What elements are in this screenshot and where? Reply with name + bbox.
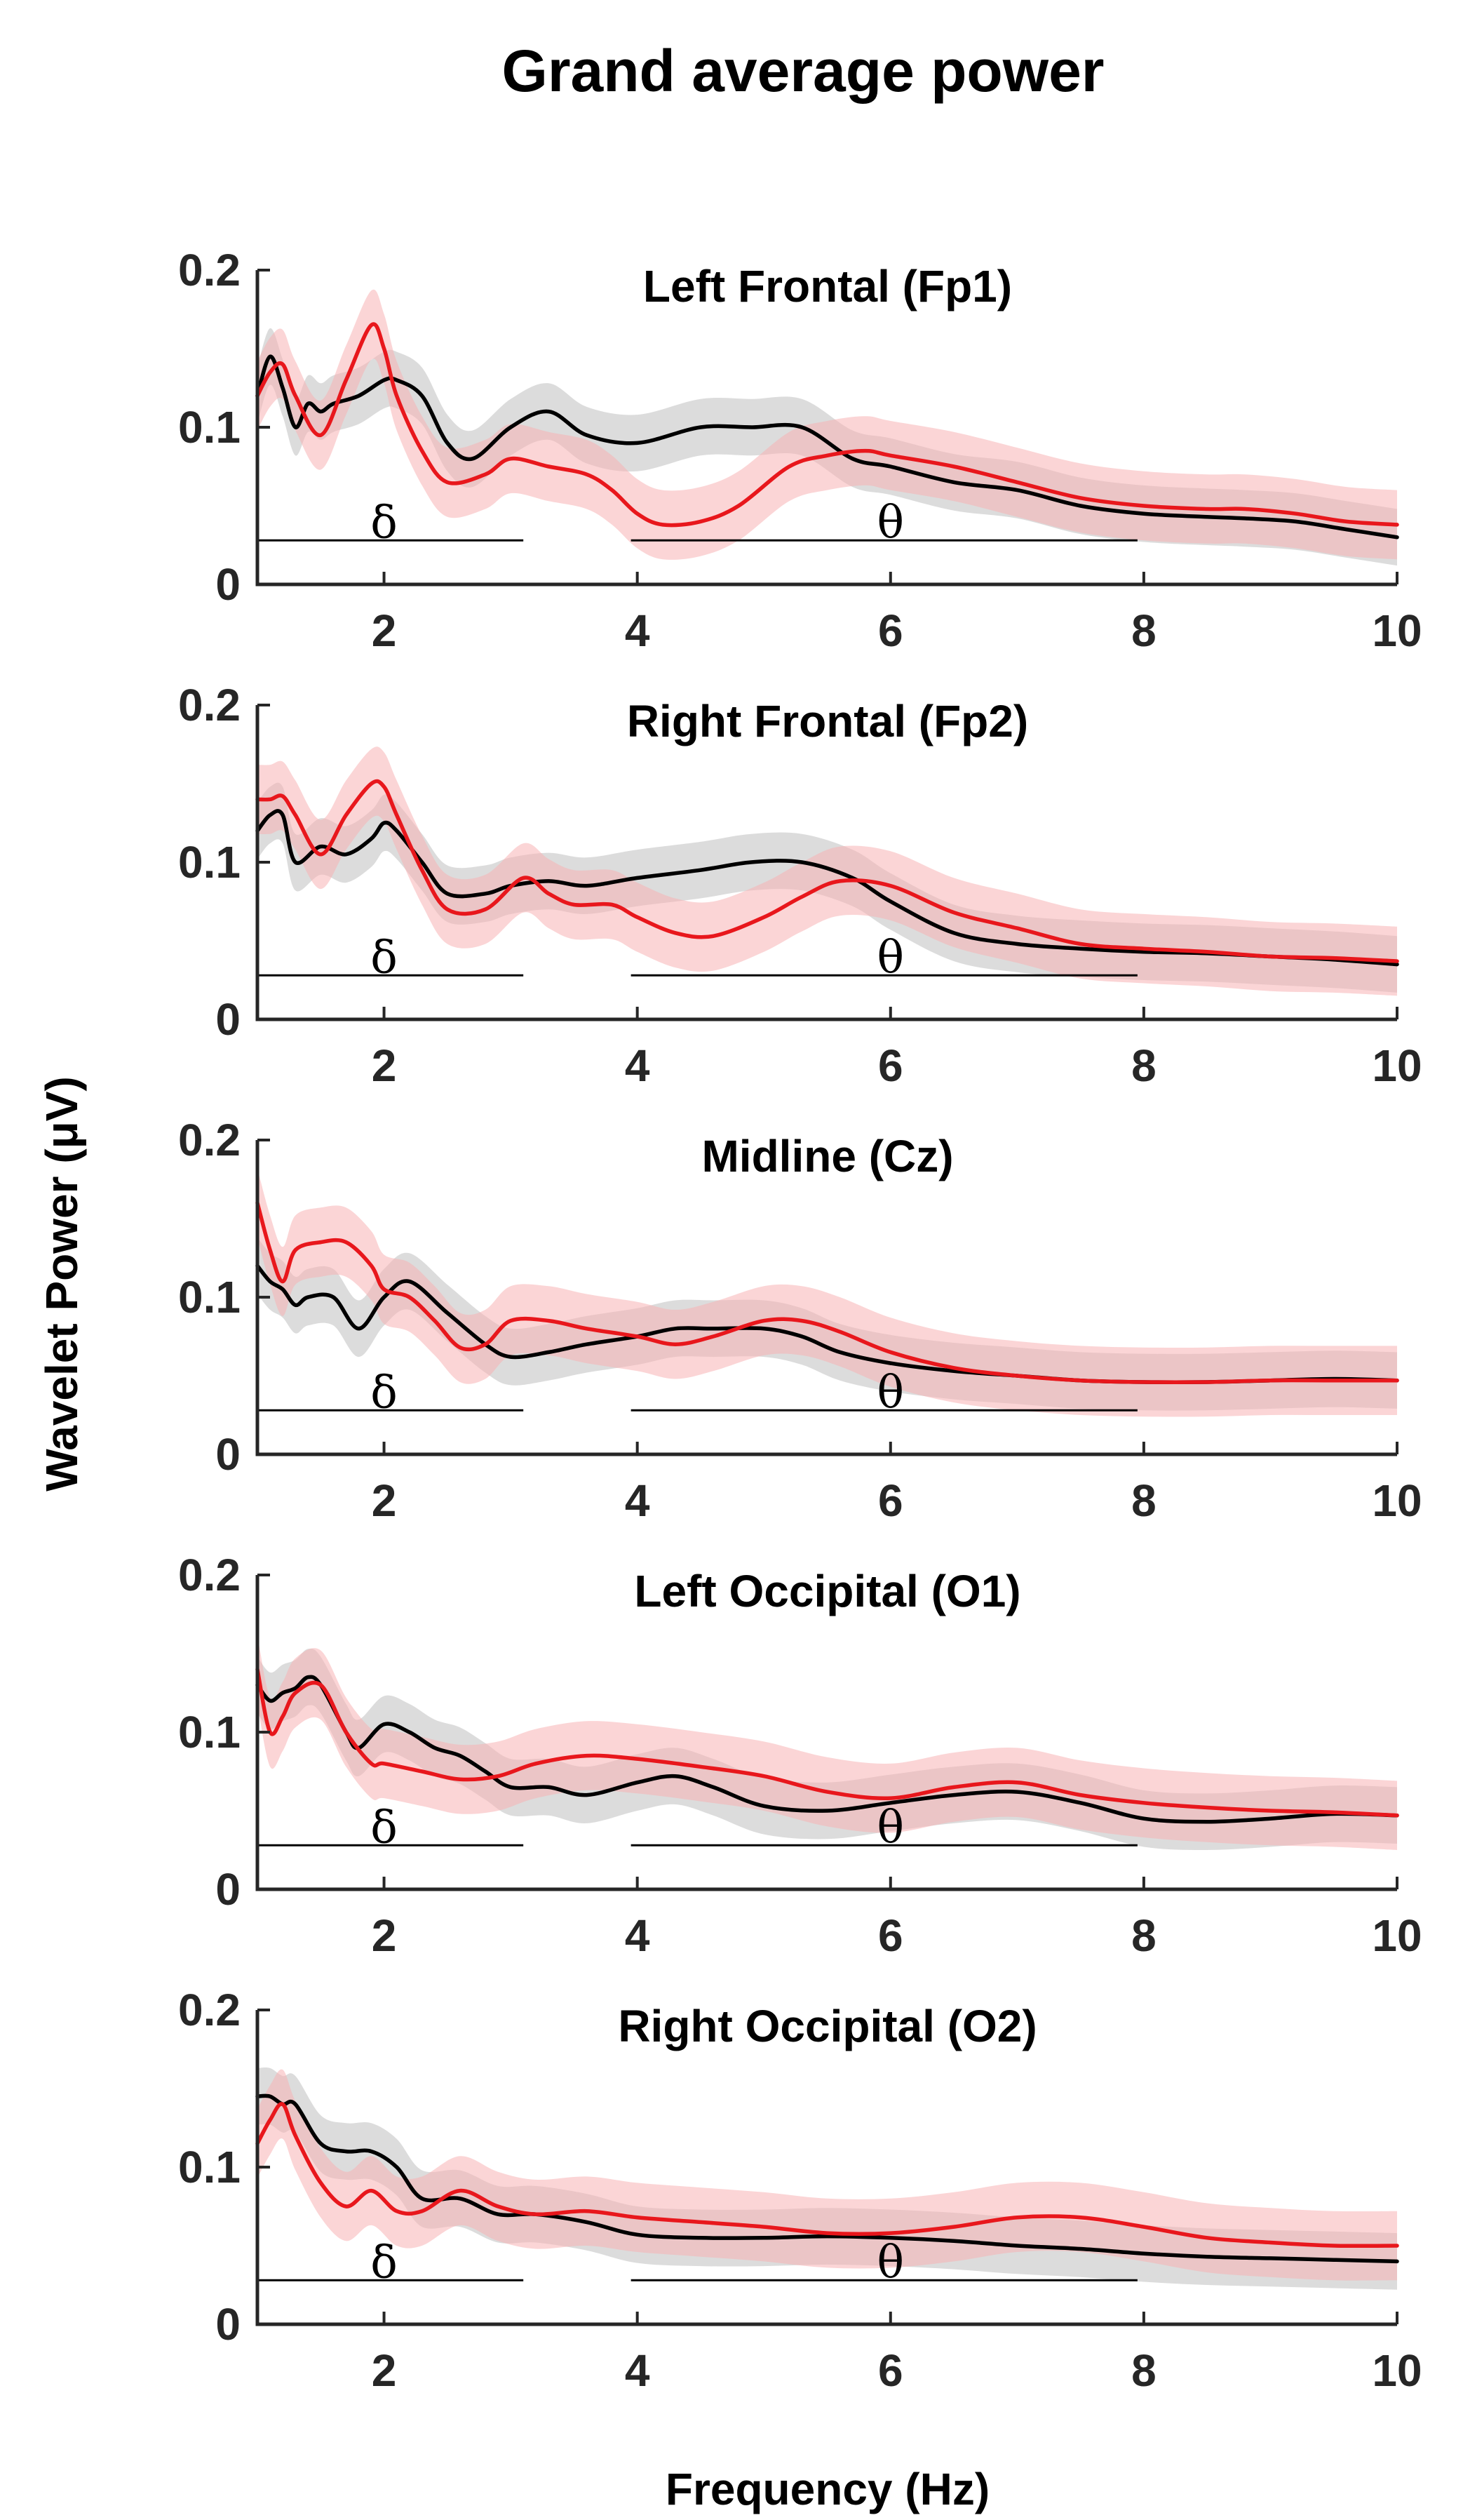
chart-title: Grand average power	[502, 38, 1105, 104]
y-tick-label: 0.1	[178, 837, 241, 887]
panel: δ θ 0 0.1 0.2 2 4 6 8 10 Left Occipital (O1)	[178, 1550, 1422, 1961]
red-sem-band	[257, 2069, 1397, 2281]
x-tick-label: 10	[1372, 1040, 1422, 1091]
red-sem-band	[257, 746, 1397, 996]
panels: δ θ 0 0.1 0.2 2 4 6 8 10 Left Frontal (Fp1) δ θ 0 0.1 0…	[178, 245, 1422, 2396]
band-label: θ	[877, 1367, 905, 1419]
y-tick-label: 0.2	[178, 680, 241, 730]
y-tick-label: 0	[215, 1864, 241, 1915]
black-series-line	[255, 809, 1399, 967]
x-tick-label: 4	[625, 1040, 650, 1091]
x-tick-label: 6	[878, 1475, 903, 1526]
x-tick-label: 2	[372, 1910, 397, 1961]
x-tick-label: 6	[878, 1040, 903, 1091]
red-sem-band	[257, 289, 1397, 560]
x-tick-label: 2	[372, 605, 397, 656]
x-tick-label: 10	[1372, 605, 1422, 656]
y-tick-label: 0	[215, 2299, 241, 2350]
panel-title: Left Occipital (O1)	[634, 1566, 1020, 1616]
y-tick-label: 0.1	[178, 1272, 241, 1322]
panel: δ θ 0 0.1 0.2 2 4 6 8 10 Midline (Cz)	[178, 1115, 1422, 1526]
y-axis-label: Wavelet Power (μV)	[36, 1076, 87, 1492]
x-tick-label: 2	[372, 1475, 397, 1526]
y-tick-label: 0	[215, 559, 241, 610]
x-tick-label: 8	[1131, 605, 1157, 656]
red-sem-band	[257, 1168, 1397, 1417]
y-tick-label: 0.1	[178, 2142, 241, 2192]
panel: δ θ 0 0.1 0.2 2 4 6 8 10 Left Frontal (Fp1)	[178, 245, 1422, 656]
band-label: θ	[877, 1802, 905, 1854]
panel: δ θ 0 0.1 0.2 2 4 6 8 10 Right Frontal (Fp2)	[178, 680, 1422, 1091]
band-label: δ	[370, 497, 398, 549]
black-series-line	[255, 354, 1399, 539]
x-tick-label: 2	[372, 1040, 397, 1091]
panel-title: Midline (Cz)	[701, 1131, 953, 1181]
x-tick-label: 4	[625, 1910, 650, 1961]
x-tick-label: 4	[625, 1475, 650, 1526]
x-tick-label: 10	[1372, 1910, 1422, 1961]
band-label: θ	[877, 932, 905, 984]
red-series-line	[255, 322, 1399, 528]
red-sem-band	[257, 1635, 1397, 1850]
x-axis-label: Frequency (Hz)	[666, 2464, 990, 2514]
band-label: θ	[877, 497, 905, 549]
panel: δ θ 0 0.1 0.2 2 4 6 8 10 Right Occipital (O2)	[178, 1985, 1422, 2396]
panel-title: Right Occipital (O2)	[618, 2001, 1037, 2051]
x-tick-label: 10	[1372, 1475, 1422, 1526]
band-label: δ	[370, 1802, 398, 1854]
x-tick-label: 8	[1131, 2345, 1157, 2396]
y-tick-label: 0.2	[178, 245, 241, 295]
x-tick-label: 2	[372, 2345, 397, 2396]
x-tick-label: 4	[625, 2345, 650, 2396]
red-series-line	[255, 779, 1399, 963]
y-tick-label: 0.2	[178, 1550, 241, 1600]
y-tick-label: 0.2	[178, 1985, 241, 2035]
panel-title: Left Frontal (Fp1)	[643, 261, 1012, 311]
y-tick-label: 0	[215, 1429, 241, 1480]
y-tick-label: 0	[215, 994, 241, 1045]
x-tick-label: 4	[625, 605, 650, 656]
red-series-line	[255, 2102, 1399, 2248]
x-tick-label: 8	[1131, 1475, 1157, 1526]
y-tick-label: 0.1	[178, 402, 241, 453]
band-label: δ	[370, 1367, 398, 1419]
band-label: θ	[877, 2237, 905, 2288]
band-label: δ	[370, 2237, 398, 2288]
x-tick-label: 6	[878, 605, 903, 656]
x-tick-label: 10	[1372, 2345, 1422, 2396]
panel-title: Right Frontal (Fp2)	[627, 696, 1028, 746]
x-tick-label: 8	[1131, 1040, 1157, 1091]
red-series-line	[255, 1667, 1399, 1818]
band-label: δ	[370, 932, 398, 984]
x-tick-label: 8	[1131, 1910, 1157, 1961]
y-tick-label: 0.1	[178, 1707, 241, 1757]
red-series-line	[255, 1200, 1399, 1384]
black-series-line	[255, 2093, 1399, 2264]
x-tick-label: 6	[878, 2345, 903, 2396]
y-tick-label: 0.2	[178, 1115, 241, 1165]
x-tick-label: 6	[878, 1910, 903, 1961]
